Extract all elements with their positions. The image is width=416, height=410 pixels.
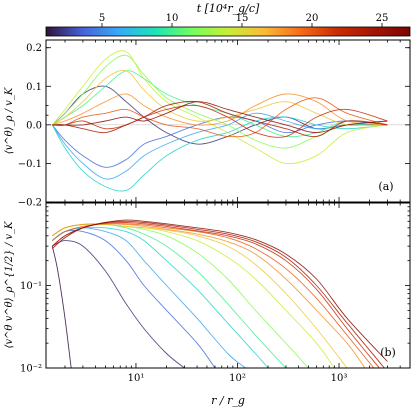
- panel-a-ylabel: ⟨v^θ⟩_ρ / v_K: [4, 87, 15, 154]
- panel-b-series-line: [52, 226, 269, 368]
- panel-a-y-tick-label: −0.2: [18, 198, 42, 209]
- panel-a-series-line: [51, 116, 388, 192]
- panel-a-y-tick-label: −0.1: [18, 159, 42, 170]
- panel-a-label: (a): [378, 180, 393, 193]
- panel-b-series-line: [52, 220, 385, 368]
- panel-b: 10⁻² 10⁻¹ 10¹ 10² 10³ (b) ⟨v^θ v^θ⟩_ρ^{1/2} …: [4, 202, 411, 407]
- panel-b-ticks: 10⁻² 10⁻¹ 10¹ 10² 10³: [20, 203, 411, 384]
- panel-a-series-line: [52, 69, 388, 127]
- panel-b-x-tick-label: 10¹: [128, 373, 145, 384]
- panel-b-x-tick-label: 10²: [229, 373, 246, 384]
- panel-a-y-tick-label: 0.2: [26, 43, 42, 54]
- panel-a-series-line: [51, 54, 388, 149]
- panel-a-series-line: [52, 70, 388, 138]
- panel-b-xlabel: r / r_g: [211, 394, 245, 407]
- panel-a-y-tick-label: 0.1: [26, 82, 42, 93]
- panel-b-series-line: [51, 246, 72, 368]
- panel-b-series-line: [52, 223, 287, 368]
- panel-a-ticks: −0.2 −0.1 0.0 0.1 0.2: [18, 40, 411, 209]
- colorbar-gradient: [45, 26, 411, 37]
- panel-b-series-line: [52, 219, 388, 362]
- panel-b-series-line: [52, 230, 216, 368]
- colorbar-tick-label: 10: [166, 13, 179, 24]
- colorbar-tick-label: 25: [376, 13, 389, 24]
- panel-b-ylabel: ⟨v^θ v^θ⟩_ρ^{1/2} / v_K: [4, 221, 15, 349]
- panel-a-series-line: [52, 100, 388, 137]
- panel-a-series-line: [51, 116, 388, 168]
- colorbar-ticks: 5 10 15 20 25: [99, 13, 389, 27]
- panel-b-series-line: [52, 227, 246, 368]
- panel-b-series-line: [52, 240, 185, 368]
- colorbar-tick-label: 15: [236, 13, 249, 24]
- panel-a-curves: [46, 50, 410, 192]
- panel-b-series-line: [52, 223, 366, 368]
- panel-b-series-line: [52, 223, 335, 368]
- panel-b-curves: [51, 219, 388, 368]
- panel-b-y-tick-label: 10⁻²: [20, 364, 42, 375]
- colorbar-tick-label: 20: [306, 13, 319, 24]
- panel-a: −0.2 −0.1 0.0 0.1 0.2 (a) ⟨v^θ⟩_ρ / v_K: [4, 39, 411, 209]
- colorbar-label: t [10⁴r_g/c]: [197, 2, 260, 15]
- panel-b-x-tick-label: 10³: [331, 373, 348, 384]
- panel-a-series-line: [52, 97, 388, 138]
- panel-b-series-line: [52, 223, 375, 368]
- colorbar-tick-label: 5: [99, 13, 105, 24]
- panel-b-label: (b): [380, 346, 396, 359]
- colorbar: t [10⁴r_g/c] 5 10 15 20 25: [45, 2, 411, 37]
- panel-a-series-line: [52, 101, 388, 134]
- panel-b-y-tick-label: 10⁻¹: [20, 281, 42, 292]
- panel-a-series-line: [51, 50, 388, 165]
- panel-a-series-line: [51, 112, 388, 180]
- panel-a-y-tick-label: 0.0: [26, 120, 42, 131]
- panel-a-series-line: [52, 93, 388, 126]
